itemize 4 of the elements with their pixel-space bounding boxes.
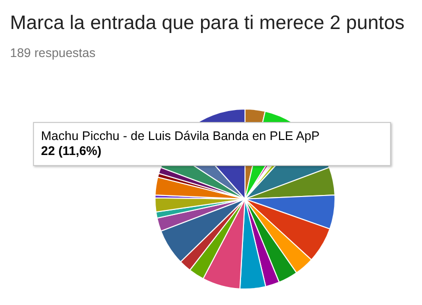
slice-label: Machu Picchu - de Luis Dávila Banda en PLE ApP: [41, 129, 321, 144]
chart-title: Marca la entrada que para ti merece 2 puntos: [10, 12, 405, 35]
text: 22 (11,6%): [41, 144, 102, 159]
chart-subtitle: 189 respuestas: [10, 46, 96, 60]
